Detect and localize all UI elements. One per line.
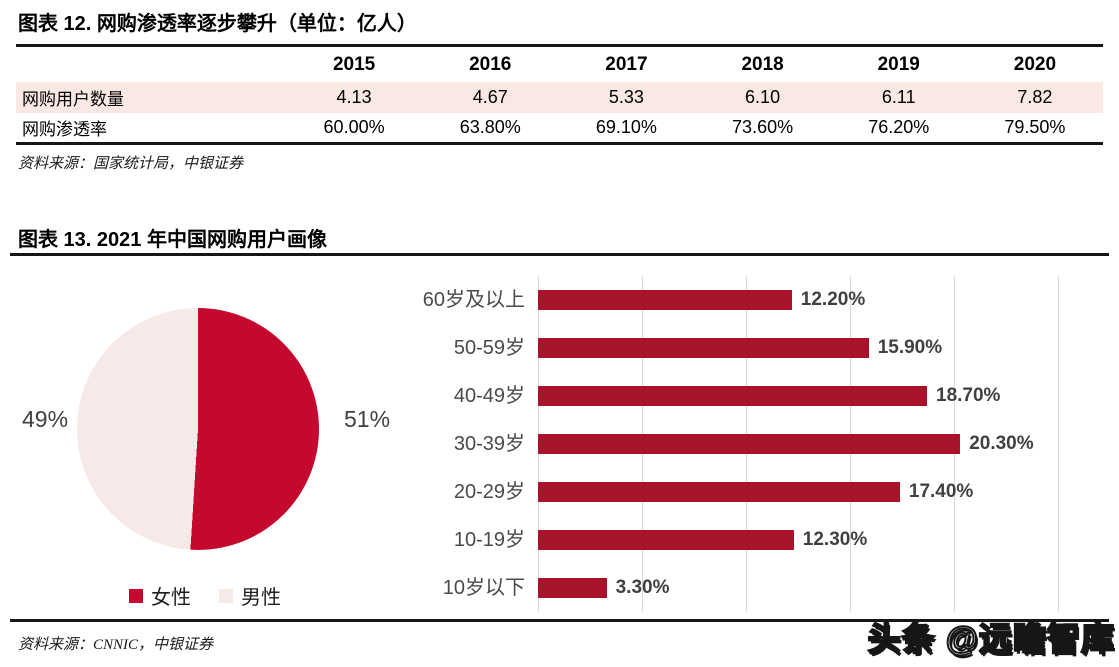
table-cell: 76.20% [868,117,930,137]
bar [538,386,927,406]
bar-value-label: 15.90% [877,337,943,358]
pie-label-female-percent: 51% [344,406,391,432]
table-year-header: 2015 [332,53,376,75]
bar [538,530,794,550]
bar-value-label: 3.30% [615,577,670,598]
bar [538,338,869,358]
legend-swatch-male [219,588,233,603]
table-cell: 6.10 [745,87,781,107]
table-cell: 4.67 [472,87,508,107]
legend-label-female: 女性 [151,587,191,609]
table-year-header: 2017 [605,53,648,75]
table-row-label: 网购用户数量 [22,90,124,109]
gridline [1058,276,1059,612]
gender-pie-chart [77,308,319,550]
bar-value-label: 20.30% [969,433,1034,454]
figure13-top-rule [10,253,1109,256]
table-cell: 6.11 [881,87,916,107]
table-year-header: 2016 [469,53,512,75]
table-cell: 69.10% [595,117,657,137]
pie-label-male-percent: 49% [22,406,69,432]
bar-value-label: 12.30% [802,529,868,550]
figure13-source-note: 资料来源：CNNIC，中银证券 [18,637,214,653]
table-year-header: 2019 [877,53,920,75]
legend-swatch-female [129,588,143,603]
penetration-table: 2015 2016 2017 2018 2019 2020 网购用户数量 4.13 4.67 5.… [16,44,1103,145]
bar-row: 17.40% [538,468,1083,516]
bar-row: 12.30% [538,516,1083,564]
table-header-row: 2015 2016 2017 2018 2019 2020 [16,47,1103,82]
table-row: 网购渗透率 60.00% 63.80% 69.10% 73.60% 76.20% 79.50… [16,113,1103,142]
category-label: 20-29岁 [453,481,525,503]
bar [538,434,961,454]
age-bar-chart-categories: 60岁及以上 50-59岁 40-49岁 30-39岁 20-29岁 10-19岁 10岁以… [398,276,525,612]
bar-value-label: 12.20% [800,289,866,310]
figure12-source-note: 资料来源：国家统计局，中银证券 [18,156,244,172]
category-label: 10岁以下 [442,577,525,599]
figure13-bottom-rule [10,619,1109,622]
table-year-header: 2018 [741,53,784,75]
legend-item-female: 女性 [129,581,191,610]
table-cell: 5.33 [608,87,644,107]
table-cell: 60.00% [323,117,385,137]
category-label: 50-59岁 [453,337,525,359]
table-row: 网购用户数量 4.13 4.67 5.33 6.10 6.11 7.82 [16,82,1103,113]
bar-row: 12.20% [538,276,1083,324]
watermark: 头条 @远瞻智库 [867,619,1115,658]
figure13-title: 图表 13. 2021 年中国网购用户画像 [18,229,327,251]
bar-value-label: 18.70% [936,385,1001,406]
bar-value-label: 17.40% [908,481,974,502]
age-bar-chart-plot: 12.20% 15.90% 18.70% 20.30% 17.40% 12.30% 3.30… [538,276,1083,612]
category-label: 40-49岁 [453,385,525,407]
bar-row: 18.70% [538,372,1083,420]
table-cell: 63.80% [459,117,521,137]
category-label: 60岁及以上 [422,289,525,311]
bar-row: 15.90% [538,324,1083,372]
bar [538,482,900,502]
category-label: 30-39岁 [453,433,525,455]
table-cell: 73.60% [732,117,794,137]
table-cell: 7.82 [1017,87,1053,107]
table-year-header: 2020 [1013,53,1057,75]
category-label: 10-19岁 [453,529,525,551]
pie-legend: 女性 男性 [0,581,410,610]
legend-item-male: 男性 [219,581,281,610]
table-row-label: 网购渗透率 [22,120,107,139]
table-cell: 4.13 [336,87,372,107]
bar [538,290,792,310]
bar [538,578,607,598]
table-cell: 79.50% [1004,117,1066,137]
legend-label-male: 男性 [241,587,281,609]
bar-row: 3.30% [538,564,1083,612]
bar-row: 20.30% [538,420,1083,468]
figure12-title: 图表 12. 网购渗透率逐步攀升（单位：亿人） [18,13,417,35]
